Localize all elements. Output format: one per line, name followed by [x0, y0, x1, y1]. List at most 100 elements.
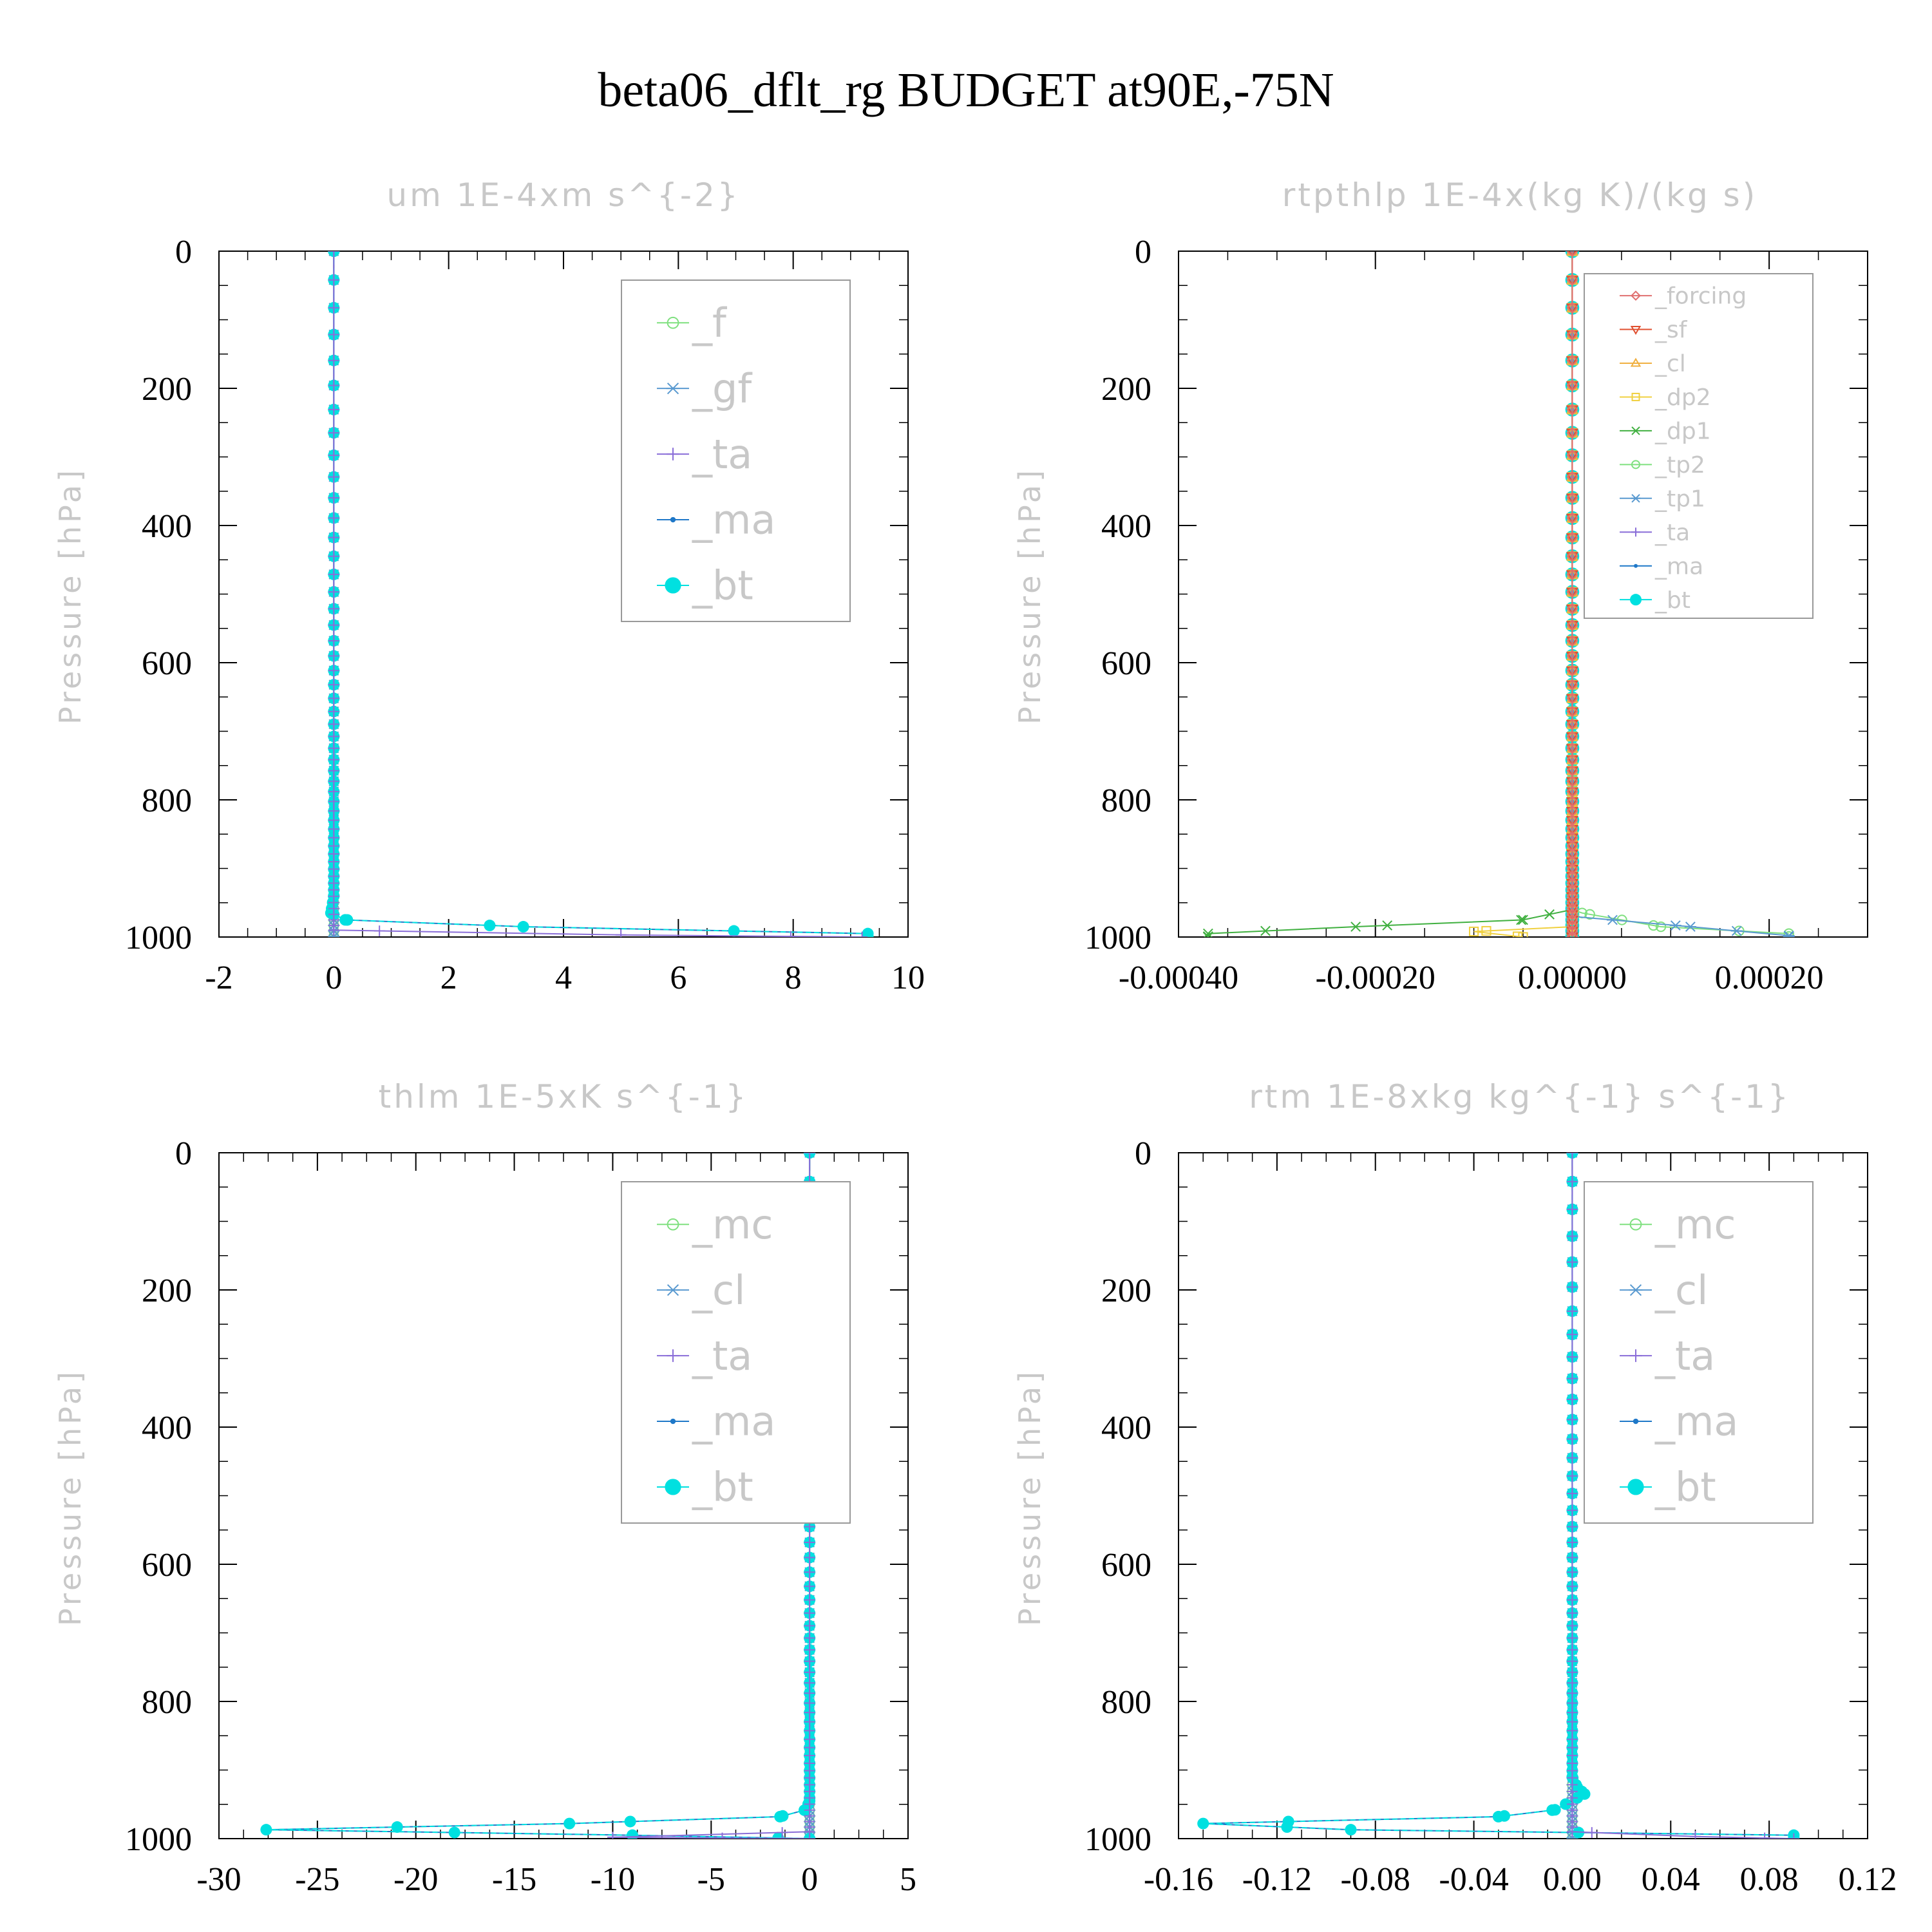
series-marker	[1566, 730, 1578, 743]
series-marker	[1567, 1552, 1578, 1563]
series-marker	[328, 775, 339, 787]
x-tick-label: 0	[801, 1861, 818, 1898]
y-tick-label: 0	[1135, 234, 1151, 270]
series-marker	[804, 1537, 815, 1548]
x-tick-label: 10	[891, 960, 925, 996]
series-marker	[1567, 1305, 1578, 1317]
x-tick-label: -15	[492, 1861, 536, 1898]
series-marker	[1281, 1821, 1293, 1833]
series-marker	[1566, 902, 1578, 915]
y-tick-label: 1000	[1084, 920, 1151, 956]
series-marker	[1566, 619, 1578, 631]
ylabel-thlm: Pressure [hPa]	[53, 1368, 88, 1626]
legend-label: _ma	[692, 497, 775, 544]
x-tick-label: 0.00020	[1715, 960, 1824, 996]
series-marker	[1566, 634, 1578, 647]
series-marker	[804, 1687, 815, 1699]
series-marker	[1481, 925, 1492, 936]
series-marker	[1566, 831, 1578, 844]
series-marker	[328, 692, 339, 704]
series-marker	[1566, 531, 1578, 544]
legend-swatch-marker	[667, 316, 679, 329]
series-marker	[328, 805, 339, 817]
x-tick-label: 0.04	[1642, 1861, 1700, 1898]
series-marker	[1567, 1677, 1578, 1689]
series-marker	[1566, 870, 1578, 882]
ylabel-rtm: Pressure [hPa]	[1012, 1368, 1047, 1626]
series-marker	[1566, 855, 1578, 868]
x-tick-label: 0	[325, 960, 342, 996]
x-tick-label: -0.12	[1242, 1861, 1312, 1898]
y-tick-label: 600	[1101, 1547, 1151, 1584]
series-marker	[1567, 1667, 1578, 1678]
series-marker	[1566, 823, 1578, 835]
legend-box	[621, 279, 851, 622]
series-marker	[1648, 920, 1659, 931]
series-marker	[1345, 1824, 1357, 1836]
legend-box	[1584, 1181, 1814, 1524]
series-marker	[564, 1817, 576, 1830]
legend-label: _f	[692, 299, 728, 346]
y-tick-label: 200	[142, 1273, 192, 1309]
series-marker	[804, 1707, 815, 1718]
series-marker	[1584, 909, 1595, 920]
x-tick-label: 2	[440, 960, 457, 996]
series-line	[1207, 251, 1573, 937]
legend-label: _ma	[1654, 1398, 1738, 1445]
legend-swatch-marker	[1631, 527, 1640, 537]
panel-thlm: thlm 1E-5xK s^{-1} Pressure [hPa] -30 -25…	[53, 1078, 916, 1898]
legend-swatch-marker	[667, 448, 679, 460]
legend-swatch-marker	[667, 1349, 679, 1362]
series-marker	[1684, 922, 1696, 932]
series-marker	[328, 404, 339, 415]
series-marker	[391, 1821, 403, 1833]
series-marker	[777, 1827, 788, 1838]
series-marker	[328, 635, 339, 647]
series-marker	[328, 754, 339, 766]
legend-swatch-marker	[670, 516, 676, 523]
x-tick-label: -0.00020	[1316, 960, 1435, 996]
series-marker	[1567, 1282, 1578, 1293]
series-marker	[1566, 890, 1578, 903]
y-tick-label: 0	[175, 234, 192, 270]
series-marker	[1567, 1452, 1578, 1464]
y-tick-label: 400	[1101, 1410, 1151, 1446]
series-marker	[1567, 1256, 1578, 1268]
series-marker	[857, 931, 868, 937]
series-marker	[1566, 568, 1578, 581]
series-marker	[328, 650, 339, 661]
series-marker	[328, 512, 339, 524]
series-marker	[1566, 301, 1578, 314]
series-marker	[328, 719, 339, 730]
series-marker	[1566, 925, 1578, 937]
legend-swatch-marker	[1630, 357, 1642, 367]
series-marker	[328, 302, 339, 314]
series-marker	[804, 1607, 815, 1619]
series-marker	[1566, 692, 1578, 705]
legend-swatch-marker	[1630, 325, 1642, 336]
series-marker	[448, 1826, 460, 1839]
series-marker	[1202, 932, 1213, 937]
series-marker	[804, 1620, 815, 1631]
series-ta-profile	[607, 1153, 815, 1839]
legend-swatch-marker	[1631, 392, 1640, 401]
ylabel-um: Pressure [hPa]	[53, 467, 88, 724]
legend-label: _bt	[692, 1464, 753, 1511]
panel-rtpthlp: rtpthlp 1E-4x(kg K)/(kg s) Pressure [hPa…	[1012, 176, 1868, 996]
legend-swatch-marker	[665, 577, 681, 594]
series-marker	[1566, 931, 1578, 937]
series-marker	[1566, 742, 1578, 755]
y-tick-label: 1000	[1084, 1821, 1151, 1858]
series-marker	[607, 1832, 618, 1839]
series-marker	[1566, 491, 1578, 504]
series-marker	[1567, 1580, 1578, 1592]
x-tick-label: -0.00040	[1119, 960, 1238, 996]
panel-title-um: um 1E-4xm s^{-2}	[386, 176, 740, 214]
series-marker	[1567, 1351, 1578, 1363]
x-tick-label: 5	[900, 1861, 916, 1898]
series-marker	[1567, 1204, 1578, 1215]
y-tick-label: 600	[142, 645, 192, 682]
series-marker	[328, 743, 339, 754]
series-marker	[1783, 930, 1795, 937]
series-marker	[1549, 1804, 1561, 1816]
